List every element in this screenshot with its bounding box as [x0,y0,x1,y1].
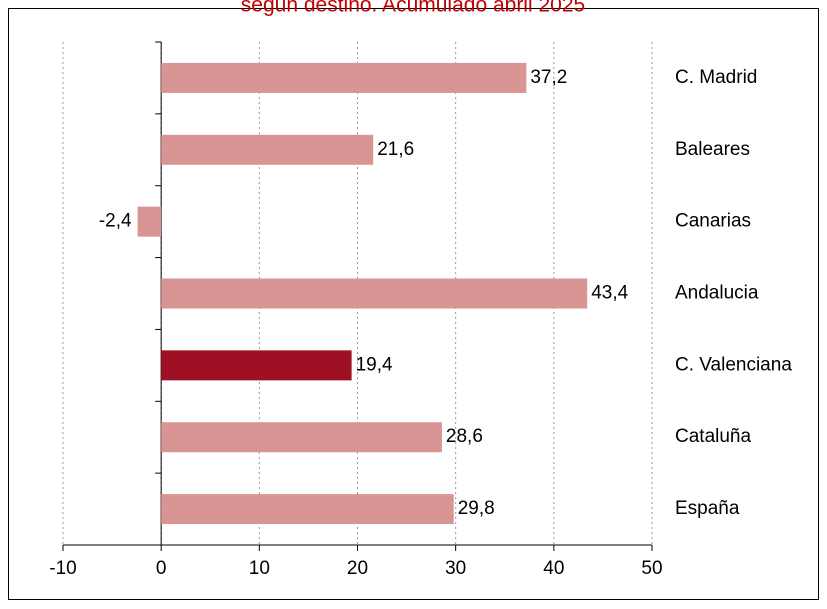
category-label: Baleares [675,139,750,160]
data-label: 19,4 [356,354,393,375]
x-tick-label: 0 [156,558,167,579]
data-label: 21,6 [377,139,414,160]
bar [161,134,374,165]
data-label: 29,8 [458,498,495,519]
data-label: 28,6 [446,426,483,447]
data-label: 37,2 [530,67,567,88]
bar [161,494,454,525]
bar [161,350,352,381]
x-tick-label: 20 [347,558,368,579]
category-label: Cataluña [675,426,751,447]
data-label: 43,4 [591,283,628,304]
x-tick-label: 50 [641,558,662,579]
category-label: C. Valenciana [675,354,792,375]
x-tick-label: 30 [445,558,466,579]
data-label: -2,4 [99,211,132,232]
x-tick-label: -10 [49,558,76,579]
bar [161,422,442,453]
x-tick-label: 40 [543,558,564,579]
bar [161,62,527,93]
category-label: Canarias [675,211,751,232]
category-label: España [675,498,740,519]
category-label: C. Madrid [675,67,757,88]
bar [161,278,588,309]
x-tick-label: 10 [249,558,270,579]
bar [137,206,162,237]
chart-title: según destino. Acumulado abril 2025 [241,0,585,17]
category-label: Andalucia [675,283,759,304]
